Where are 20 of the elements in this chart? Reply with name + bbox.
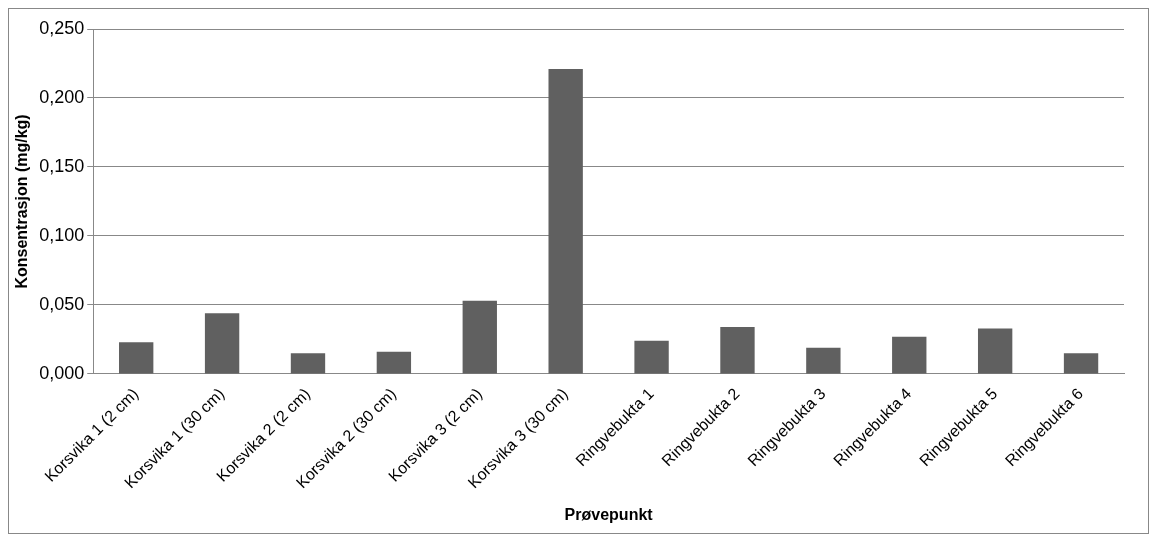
y-tick-label: 0,250 bbox=[39, 17, 85, 38]
y-tick-label: 0,050 bbox=[39, 293, 85, 314]
bar bbox=[548, 69, 583, 374]
x-axis-title: Prøvepunkt bbox=[564, 505, 654, 523]
y-axis-title: Konsentrasjon (mg/kg) bbox=[13, 114, 31, 289]
bar bbox=[462, 300, 497, 374]
y-tick-label: 0,200 bbox=[39, 86, 85, 107]
bar bbox=[977, 328, 1013, 374]
bar bbox=[720, 327, 755, 374]
bar bbox=[376, 351, 412, 374]
bar bbox=[119, 342, 154, 374]
bar bbox=[806, 347, 841, 374]
bar bbox=[634, 340, 669, 374]
bar bbox=[290, 353, 326, 374]
y-tick-label: 0,000 bbox=[39, 362, 85, 383]
bar bbox=[204, 313, 240, 374]
bar bbox=[892, 336, 927, 374]
y-tick-label: 0,150 bbox=[39, 155, 85, 176]
y-tick-label: 0,100 bbox=[39, 224, 85, 245]
bar bbox=[1063, 353, 1099, 374]
